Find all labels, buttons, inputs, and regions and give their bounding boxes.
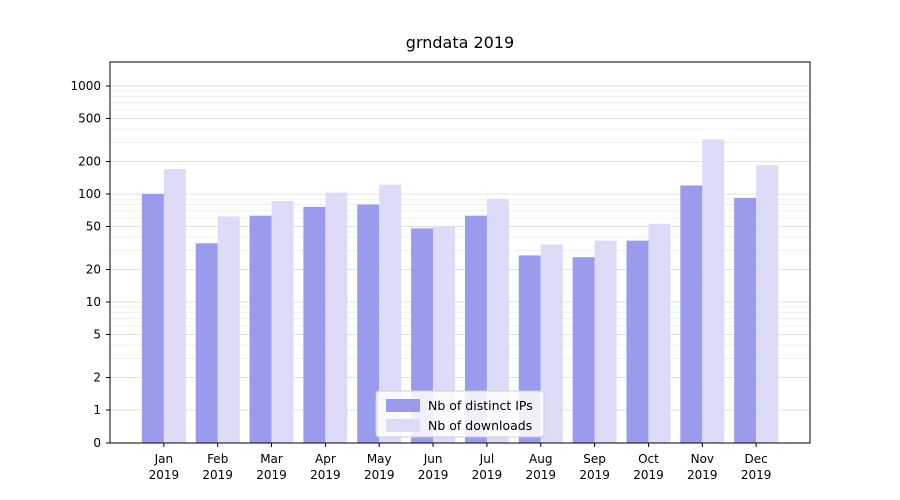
x-tick-year-label: 2019 <box>525 468 556 482</box>
bar <box>572 257 595 443</box>
bar <box>411 228 434 443</box>
bar <box>486 198 509 443</box>
x-tick-year-label: 2019 <box>364 468 395 482</box>
y-tick-label: 200 <box>78 154 101 168</box>
bar <box>325 192 348 443</box>
x-tick-label: Oct <box>638 452 659 466</box>
legend-swatch <box>386 399 420 412</box>
x-tick-year-label: 2019 <box>202 468 233 482</box>
bar <box>195 243 218 443</box>
bar <box>464 215 487 443</box>
x-tick-year-label: 2019 <box>741 468 772 482</box>
bar <box>141 194 164 443</box>
bar <box>357 204 380 443</box>
x-tick-year-label: 2019 <box>472 468 503 482</box>
plot-border <box>109 61 811 444</box>
bar <box>303 206 326 443</box>
x-tick-label: Mar <box>260 452 283 466</box>
bar <box>249 215 272 443</box>
x-tick-label: Dec <box>745 452 768 466</box>
x-tick-label: Sep <box>583 452 606 466</box>
bar <box>648 223 671 443</box>
x-tick-year-label: 2019 <box>256 468 287 482</box>
chart-title: grndata 2019 <box>406 33 514 52</box>
x-tick-label: Nov <box>691 452 714 466</box>
x-tick-year-label: 2019 <box>633 468 664 482</box>
y-tick-label: 1 <box>93 403 101 417</box>
x-tick-label: Jan <box>154 452 174 466</box>
bar <box>756 165 779 443</box>
bar <box>271 201 294 443</box>
y-tick-label: 10 <box>86 295 101 309</box>
bar <box>379 184 402 443</box>
bar <box>433 226 456 443</box>
bar <box>594 240 617 443</box>
x-tick-year-label: 2019 <box>418 468 449 482</box>
x-tick-label: Aug <box>529 452 552 466</box>
x-tick-label: Jul <box>479 452 494 466</box>
x-tick-label: Feb <box>207 452 228 466</box>
bar <box>626 240 649 443</box>
x-tick-year-label: 2019 <box>687 468 718 482</box>
y-tick-label: 100 <box>78 187 101 201</box>
y-tick-label: 500 <box>78 112 101 126</box>
bar <box>217 216 240 443</box>
y-tick-label: 20 <box>86 262 101 276</box>
y-tick-label: 50 <box>86 220 101 234</box>
bar <box>734 197 757 443</box>
legend-label: Nb of distinct IPs <box>428 398 533 413</box>
legend-swatch <box>386 419 420 432</box>
bar <box>540 244 563 443</box>
y-tick-label: 2 <box>93 370 101 384</box>
x-tick-year-label: 2019 <box>310 468 341 482</box>
bar <box>680 185 703 443</box>
x-tick-label: Jun <box>423 452 443 466</box>
y-tick-label: 5 <box>93 328 101 342</box>
bar <box>163 169 186 443</box>
x-tick-year-label: 2019 <box>149 468 180 482</box>
y-tick-label: 1000 <box>70 79 101 93</box>
legend-label: Nb of downloads <box>428 418 532 433</box>
bar <box>702 139 725 444</box>
x-tick-year-label: 2019 <box>579 468 610 482</box>
x-tick-label: Apr <box>315 452 336 466</box>
x-tick-label: May <box>367 452 392 466</box>
y-tick-label: 0 <box>93 436 101 450</box>
